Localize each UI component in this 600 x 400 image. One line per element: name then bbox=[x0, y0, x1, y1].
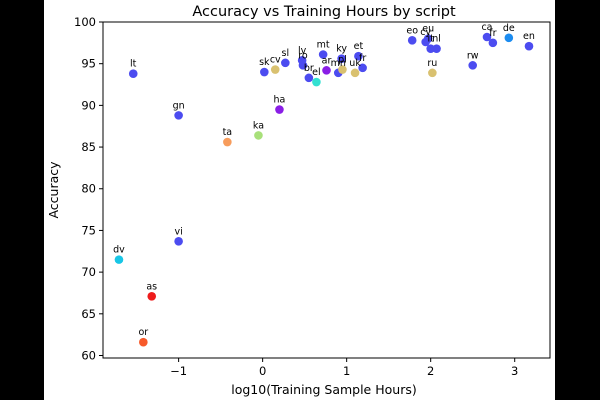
data-label-eu: eu bbox=[422, 24, 434, 35]
x-tick-label: 3 bbox=[511, 364, 518, 378]
data-point-en bbox=[524, 41, 534, 51]
x-tick-label: 2 bbox=[427, 364, 434, 378]
y-tick-label: 95 bbox=[81, 57, 96, 71]
x-axis-ticks: −1 0 1 2 3 bbox=[170, 358, 518, 378]
data-label-mt: mt bbox=[317, 40, 330, 51]
y-tick-label: 70 bbox=[81, 265, 96, 279]
data-point-ro bbox=[298, 61, 308, 70]
data-label-fr: fr bbox=[489, 28, 496, 39]
data-point-vi bbox=[174, 236, 183, 246]
data-label-rw: rw bbox=[467, 50, 479, 61]
data-point-ha bbox=[275, 105, 284, 114]
data-label-ca: ca bbox=[481, 22, 492, 33]
data-label-pl: pl bbox=[338, 55, 347, 66]
y-tick-label: 65 bbox=[81, 307, 96, 321]
data-label-sl: sl bbox=[282, 48, 290, 59]
data-label-mn: mn bbox=[331, 58, 346, 69]
data-point-rw bbox=[468, 61, 477, 70]
data-point-or bbox=[139, 337, 148, 347]
data-point-pl bbox=[338, 65, 347, 74]
data-point-eo bbox=[407, 36, 417, 45]
y-axis-ticks: 60 65 70 75 80 85 90 95 100 bbox=[74, 15, 103, 362]
data-point-it bbox=[426, 44, 435, 53]
y-axis-label: Accuracy bbox=[46, 161, 61, 219]
data-label-uk: uk bbox=[349, 58, 361, 69]
data-label-ky: ky bbox=[336, 44, 347, 55]
data-label-sk: sk bbox=[259, 57, 270, 68]
data-label-ta: ta bbox=[223, 127, 233, 138]
data-point-mt bbox=[318, 50, 328, 59]
data-point-gn bbox=[174, 111, 183, 120]
data-label-lt: lt bbox=[130, 59, 137, 70]
data-point-et bbox=[354, 51, 363, 61]
data-points bbox=[114, 32, 534, 347]
data-label-cy: cy bbox=[420, 27, 431, 38]
data-point-fr bbox=[358, 63, 367, 73]
x-tick-label: 0 bbox=[259, 364, 266, 378]
scatter-chart: Accuracy vs Training Hours by script 606… bbox=[46, 4, 551, 397]
data-point-cv bbox=[270, 65, 280, 74]
y-tick-label: 80 bbox=[81, 182, 96, 196]
data-label-ka: ka bbox=[253, 120, 264, 131]
data-label-ru: ru bbox=[427, 58, 437, 69]
data-point-lt bbox=[128, 69, 138, 78]
data-point-ta bbox=[223, 137, 232, 147]
data-label-el: el bbox=[312, 67, 320, 78]
data-label-gn: gn bbox=[173, 100, 185, 111]
data-label-ro: ro bbox=[298, 50, 308, 61]
data-point-fr bbox=[488, 38, 498, 48]
data-label-cv: cv bbox=[270, 55, 281, 66]
y-tick-label: 60 bbox=[81, 348, 96, 362]
data-label-ar: ar bbox=[322, 55, 332, 66]
x-axis-label: log10(Training Sample Hours) bbox=[231, 382, 416, 397]
data-point-el bbox=[312, 77, 321, 87]
data-point-ar bbox=[322, 66, 331, 75]
data-label-ha: ha bbox=[274, 95, 286, 106]
data-point-as bbox=[147, 292, 157, 301]
data-label-lv: lv bbox=[298, 45, 307, 56]
data-point-eu bbox=[423, 34, 433, 43]
data-label-vi: vi bbox=[174, 226, 182, 237]
data-label-dv: dv bbox=[113, 245, 125, 256]
y-tick-label: 85 bbox=[81, 140, 96, 154]
data-label-nl: nl bbox=[432, 34, 441, 45]
data-point-ca bbox=[482, 32, 492, 42]
data-label-br: br bbox=[304, 63, 314, 74]
x-tick-label: 1 bbox=[343, 364, 350, 378]
data-label-eo: eo bbox=[406, 25, 418, 36]
data-label-et: et bbox=[354, 41, 364, 52]
plot-frame bbox=[102, 21, 551, 359]
data-point-sk bbox=[260, 67, 269, 77]
y-tick-label: 90 bbox=[81, 98, 96, 112]
chart-title: Accuracy vs Training Hours by script bbox=[192, 4, 456, 20]
data-point-br bbox=[304, 73, 314, 83]
data-label-as: as bbox=[146, 281, 157, 292]
data-point-sl bbox=[281, 58, 290, 68]
data-point-ru bbox=[428, 68, 437, 78]
data-point-ky bbox=[337, 54, 346, 63]
x-tick-label: −1 bbox=[170, 364, 187, 378]
data-point-de bbox=[504, 33, 514, 43]
data-point-nl bbox=[432, 44, 441, 53]
data-point-ka bbox=[254, 131, 263, 140]
data-point-uk bbox=[350, 68, 360, 78]
data-label-de: de bbox=[503, 23, 515, 34]
data-label-fr: fr bbox=[359, 53, 366, 64]
y-tick-label: 75 bbox=[81, 223, 96, 237]
data-point-dv bbox=[114, 255, 124, 264]
data-label-en: en bbox=[523, 31, 535, 42]
data-label-it: it bbox=[428, 34, 435, 45]
figure-canvas: Accuracy vs Training Hours by script 60 6… bbox=[44, 0, 555, 400]
data-label-or: or bbox=[138, 327, 148, 338]
y-tick-label: 100 bbox=[74, 15, 96, 29]
